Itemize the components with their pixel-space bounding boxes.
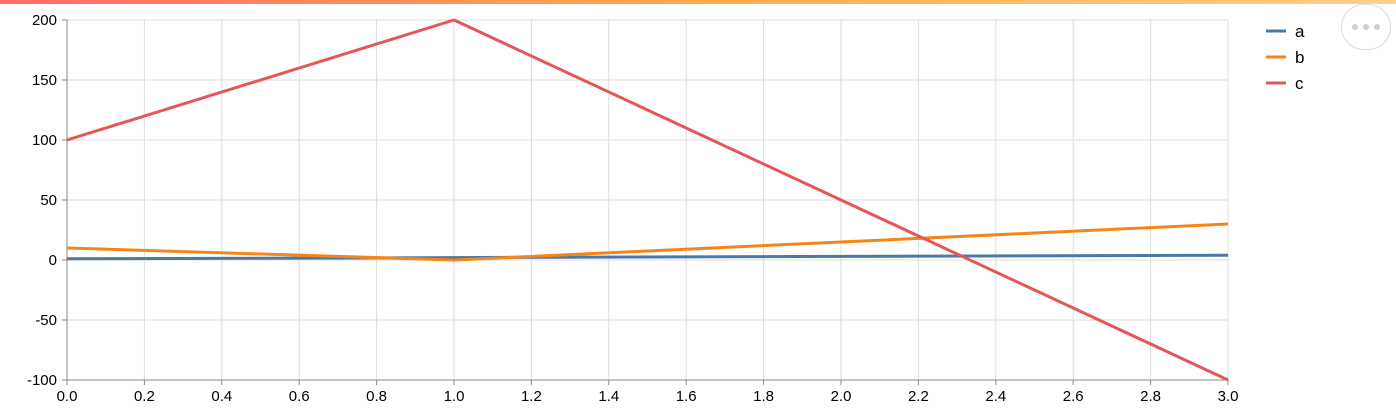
y-tick-label: -50 [35, 312, 57, 329]
legend-label-b: b [1295, 48, 1304, 67]
y-tick-label: 100 [32, 132, 57, 149]
series-line-b [66, 222, 1229, 262]
legend-label-a: a [1295, 22, 1305, 41]
x-tick-label: 2.4 [985, 388, 1006, 405]
x-tick-label: 3.0 [1218, 388, 1239, 405]
chart-actions-button[interactable] [1341, 4, 1391, 50]
x-tick-label: 1.8 [753, 388, 774, 405]
y-tick-label: 0 [49, 252, 57, 269]
series-line-c [66, 18, 1229, 382]
x-tick-label: 2.2 [908, 388, 929, 405]
x-tick-label: 2.0 [831, 388, 852, 405]
ellipsis-icon [1352, 24, 1358, 30]
x-tick-label: 0.4 [211, 388, 232, 405]
y-tick-label: 150 [32, 72, 57, 89]
x-tick-label: 0.6 [289, 388, 310, 405]
y-tick-label: 50 [40, 192, 57, 209]
y-tick-label: -100 [27, 372, 57, 389]
x-tick-label: 0.2 [134, 388, 155, 405]
series-line-a [66, 253, 1229, 261]
ellipsis-icon [1374, 24, 1380, 30]
x-tick-label: 1.2 [521, 388, 542, 405]
x-tick-label: 2.6 [1063, 388, 1084, 405]
x-tick-label: 0.0 [57, 388, 78, 405]
ellipsis-icon [1363, 24, 1369, 30]
x-tick-label: 2.8 [1140, 388, 1161, 405]
x-tick-label: 0.8 [366, 388, 387, 405]
x-tick-label: 1.6 [676, 388, 697, 405]
x-tick-label: 1.4 [598, 388, 619, 405]
top-accent-bar [0, 0, 1396, 4]
x-tick-label: 1.0 [444, 388, 465, 405]
y-tick-label: 200 [32, 12, 57, 29]
legend-label-c: c [1295, 74, 1304, 93]
